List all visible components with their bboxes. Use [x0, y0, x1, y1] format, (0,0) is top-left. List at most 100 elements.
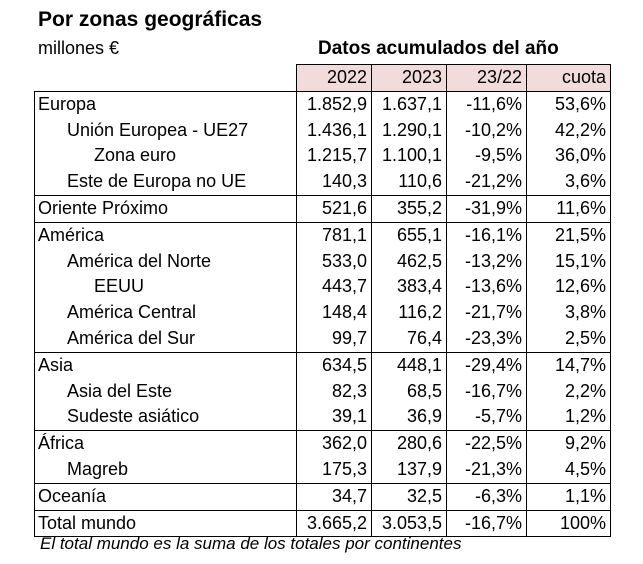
table-row: Total mundo 3.665,2 3.053,5 -16,7% 100%: [34, 509, 611, 538]
value-2022-cell: 443,7: [296, 274, 372, 301]
table-row: Europa 1.852,9 1.637,1 -11,6% 53,6%: [34, 90, 611, 118]
value-2022-cell: 3.665,2: [296, 509, 372, 538]
row-region-name: África: [34, 430, 297, 457]
share-cell: 36,0%: [526, 143, 611, 170]
table-subtitle: Datos acumulados del año: [318, 38, 559, 59]
change-cell: -13,2%: [446, 248, 527, 275]
change-cell: -31,9%: [446, 194, 527, 223]
value-2022-cell: 1.215,7: [296, 143, 372, 170]
table-row: Este de Europa no UE 140,3 110,6 -21,2% 3,6%: [34, 169, 611, 196]
change-cell: -16,7%: [446, 509, 527, 538]
value-2022-cell: 148,4: [296, 300, 372, 326]
table-body: Europa 1.852,9 1.637,1 -11,6% 53,6% Unión Eur…: [34, 90, 611, 538]
row-region-name: Asia: [34, 351, 297, 379]
table-row: América 781,1 655,1 -16,1% 21,5%: [34, 221, 611, 249]
value-2023-cell: 1.290,1: [371, 117, 447, 144]
value-2023-cell: 76,4: [371, 325, 447, 353]
table-row: África 362,0 280,6 -22,5% 9,2%: [34, 430, 611, 457]
table-row: Magreb 175,3 137,9 -21,3% 4,5%: [34, 456, 611, 484]
share-cell: 2,5%: [526, 325, 611, 353]
row-region-name: Oceanía: [34, 482, 297, 511]
page-title: Por zonas geográficas: [38, 8, 263, 31]
value-2023-cell: 383,4: [371, 274, 447, 301]
row-region-name: América Central: [34, 300, 297, 326]
table-row: Asia 634,5 448,1 -29,4% 14,7%: [34, 351, 611, 379]
share-cell: 3,8%: [526, 300, 611, 326]
row-region-name: Sudeste asiático: [34, 404, 297, 431]
row-region-name: Total mundo: [34, 509, 297, 538]
row-region-name: América del Norte: [34, 248, 297, 275]
table-row: EEUU 443,7 383,4 -13,6% 12,6%: [34, 274, 611, 301]
share-cell: 9,2%: [526, 430, 611, 457]
value-2023-cell: 116,2: [371, 300, 447, 326]
value-2023-cell: 3.053,5: [371, 509, 447, 538]
table-row: Unión Europea - UE27 1.436,1 1.290,1 -10,2%…: [34, 117, 611, 144]
share-cell: 53,6%: [526, 90, 611, 118]
value-2023-cell: 355,2: [371, 194, 447, 223]
value-2022-cell: 1.852,9: [296, 90, 372, 118]
value-2023-cell: 1.100,1: [371, 143, 447, 170]
geo-data-table: 2022 2023 23/22 cuota Europa 1.852,9 1.637…: [34, 64, 611, 538]
table-row: Zona euro 1.215,7 1.100,1 -9,5% 36,0%: [34, 143, 611, 170]
value-2023-cell: 110,6: [371, 169, 447, 196]
row-region-name: Europa: [34, 90, 297, 118]
value-2023-cell: 655,1: [371, 221, 447, 249]
change-cell: -9,5%: [446, 143, 527, 170]
value-2022-cell: 99,7: [296, 325, 372, 353]
share-cell: 15,1%: [526, 248, 611, 275]
change-cell: -13,6%: [446, 274, 527, 301]
table-row: América del Sur 99,7 76,4 -23,3% 2,5%: [34, 325, 611, 353]
value-2023-cell: 280,6: [371, 430, 447, 457]
row-region-name: Zona euro: [34, 143, 297, 170]
share-cell: 2,2%: [526, 378, 611, 405]
value-2023-cell: 36,9: [371, 404, 447, 431]
value-2022-cell: 140,3: [296, 169, 372, 196]
share-cell: 21,5%: [526, 221, 611, 249]
table-header-row: 2022 2023 23/22 cuota: [35, 64, 611, 92]
change-cell: -21,7%: [446, 300, 527, 326]
table-row: Asia del Este 82,3 68,5 -16,7% 2,2%: [34, 378, 611, 405]
value-2022-cell: 34,7: [296, 482, 372, 511]
row-region-name: EEUU: [34, 274, 297, 301]
value-2023-cell: 448,1: [371, 351, 447, 379]
share-cell: 14,7%: [526, 351, 611, 379]
table-row: América del Norte 533,0 462,5 -13,2% 15,1%: [34, 248, 611, 275]
column-header: 23/22: [446, 64, 527, 92]
value-2022-cell: 1.436,1: [296, 117, 372, 144]
share-cell: 1,2%: [526, 404, 611, 431]
share-cell: 12,6%: [526, 274, 611, 301]
share-cell: 42,2%: [526, 117, 611, 144]
value-2022-cell: 175,3: [296, 456, 372, 484]
change-cell: -10,2%: [446, 117, 527, 144]
value-2022-cell: 362,0: [296, 430, 372, 457]
value-2023-cell: 462,5: [371, 248, 447, 275]
share-cell: 11,6%: [526, 194, 611, 223]
column-header: cuota: [526, 64, 611, 92]
footnote: El total mundo es la suma de los totales…: [40, 534, 462, 553]
value-2022-cell: 521,6: [296, 194, 372, 223]
value-2023-cell: 1.637,1: [371, 90, 447, 118]
row-region-name: Asia del Este: [34, 378, 297, 405]
value-2022-cell: 533,0: [296, 248, 372, 275]
row-region-name: América del Sur: [34, 325, 297, 353]
row-region-name: Magreb: [34, 456, 297, 484]
column-header: 2022: [296, 64, 372, 92]
table-row: Oriente Próximo 521,6 355,2 -31,9% 11,6%: [34, 194, 611, 223]
change-cell: -16,1%: [446, 221, 527, 249]
change-cell: -5,7%: [446, 404, 527, 431]
table-row: América Central 148,4 116,2 -21,7% 3,8%: [34, 300, 611, 326]
value-2023-cell: 137,9: [371, 456, 447, 484]
header-corner: [35, 65, 297, 92]
value-2022-cell: 634,5: [296, 351, 372, 379]
change-cell: -11,6%: [446, 90, 527, 118]
value-2022-cell: 781,1: [296, 221, 372, 249]
table-row: Sudeste asiático 39,1 36,9 -5,7% 1,2%: [34, 404, 611, 431]
row-region-name: Oriente Próximo: [34, 194, 297, 223]
share-cell: 100%: [526, 509, 611, 538]
change-cell: -16,7%: [446, 378, 527, 405]
row-region-name: América: [34, 221, 297, 249]
change-cell: -21,2%: [446, 169, 527, 196]
change-cell: -23,3%: [446, 325, 527, 353]
value-2022-cell: 39,1: [296, 404, 372, 431]
change-cell: -29,4%: [446, 351, 527, 379]
